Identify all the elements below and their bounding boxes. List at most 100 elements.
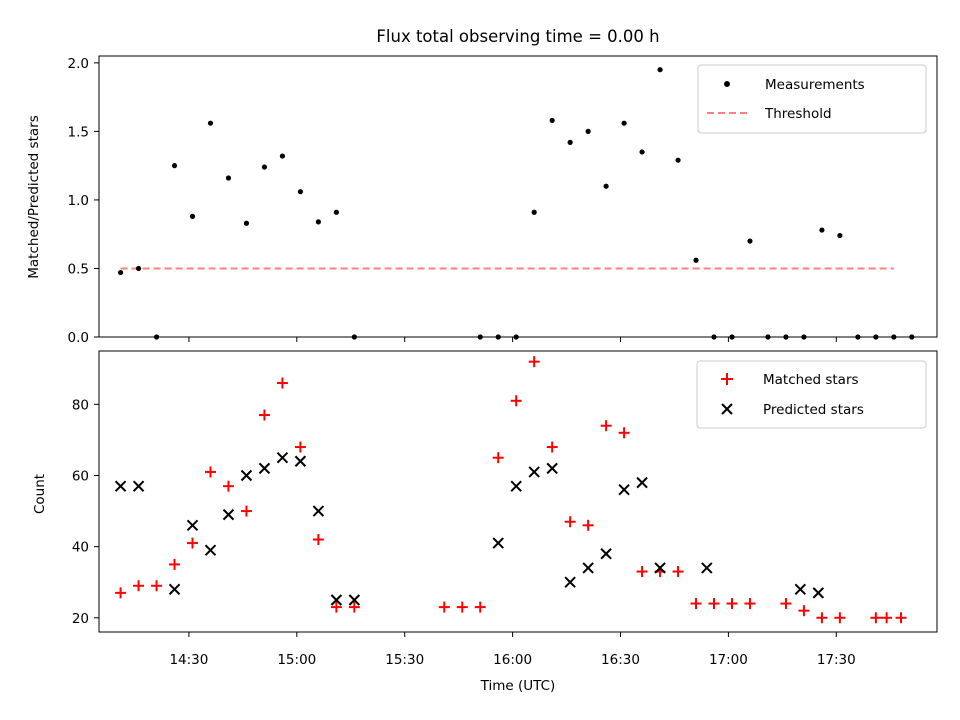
top-legend: Measurements Threshold bbox=[697, 64, 927, 134]
matched-star-point bbox=[870, 612, 882, 624]
bottom-legend: Matched stars Predicted stars bbox=[696, 360, 927, 429]
bottom-y-ticks: 20 40 60 80 bbox=[72, 397, 99, 627]
matched-star-point bbox=[474, 601, 486, 613]
top-legend-box bbox=[697, 64, 927, 134]
legend-threshold-label: Threshold bbox=[764, 106, 832, 122]
matched-star-point bbox=[312, 534, 324, 546]
matched-star-point bbox=[294, 441, 306, 453]
bottom-x-tick-label: 16:30 bbox=[601, 652, 640, 668]
bottom-x-tick-label: 17:00 bbox=[709, 652, 748, 668]
predicted-star-point bbox=[654, 562, 666, 574]
predicted-star-point bbox=[582, 562, 594, 574]
matched-star-point bbox=[636, 566, 648, 578]
measurement-point bbox=[171, 163, 178, 169]
predicted-star-point bbox=[618, 484, 630, 496]
bottom-y-tick-label: 20 bbox=[72, 611, 89, 627]
predicted-star-point bbox=[794, 583, 807, 596]
bottom-y-tick-label: 40 bbox=[72, 540, 89, 556]
matched-star-point bbox=[204, 466, 216, 478]
matched-star-point bbox=[798, 605, 810, 617]
matched-star-point bbox=[330, 601, 342, 613]
measurement-point bbox=[279, 153, 286, 159]
matched-star-point bbox=[456, 601, 468, 613]
legend-predicted-label: Predicted stars bbox=[763, 402, 864, 418]
predicted-star-point bbox=[348, 594, 361, 606]
measurement-point bbox=[297, 189, 304, 195]
measurement-point bbox=[225, 175, 232, 181]
matched-star-point bbox=[708, 598, 720, 610]
legend-measurements-marker bbox=[724, 81, 730, 87]
matched-star-point bbox=[528, 356, 540, 368]
bottom-x-ticks: 14:30 15:00 15:30 16:00 16:30 17:00 17:30 bbox=[169, 632, 856, 668]
matched-star-point bbox=[438, 601, 450, 613]
measurement-point bbox=[837, 232, 843, 239]
matched-star-point bbox=[187, 537, 199, 549]
measurement-point bbox=[531, 209, 537, 215]
matched-star-point bbox=[258, 409, 270, 421]
bottom-x-tick-label: 14:30 bbox=[169, 652, 208, 668]
predicted-star-point bbox=[240, 469, 253, 482]
matched-star-point bbox=[600, 420, 612, 432]
matched-star-point bbox=[618, 427, 630, 439]
bottom-x-tick-label: 16:00 bbox=[493, 652, 532, 668]
predicted-star-point bbox=[330, 594, 343, 606]
measurement-point bbox=[207, 120, 214, 126]
bottom-x-tick-label: 15:00 bbox=[277, 652, 316, 668]
predicted-star-point bbox=[186, 519, 199, 531]
bottom-y-tick-label: 80 bbox=[72, 397, 89, 413]
measurement-point bbox=[693, 257, 699, 263]
bottom-legend-box bbox=[696, 360, 927, 429]
measurement-point bbox=[333, 209, 339, 215]
top-y-tick-label: 0.0 bbox=[68, 330, 89, 346]
predicted-star-point bbox=[258, 462, 271, 475]
measurement-point bbox=[747, 238, 753, 244]
matched-star-point bbox=[546, 441, 558, 453]
top-y-tick-label: 1.0 bbox=[68, 193, 89, 209]
top-y-axis-label: Matched/Predicted stars bbox=[26, 115, 42, 278]
matched-star-point bbox=[492, 452, 504, 464]
top-panel: Flux total observing time = 0.00 h Match… bbox=[26, 27, 938, 346]
top-y-tick-label: 0.5 bbox=[68, 261, 89, 277]
top-y-ticks: 0.0 0.5 1.0 1.5 2.0 bbox=[68, 56, 99, 346]
predicted-star-point bbox=[546, 462, 558, 475]
top-y-tick-label: 2.0 bbox=[68, 56, 89, 72]
matched-star-point bbox=[881, 612, 893, 624]
measurement-point bbox=[243, 220, 250, 226]
matched-star-point bbox=[582, 519, 594, 531]
top-plot-marks bbox=[117, 67, 915, 340]
top-chart-title: Flux total observing time = 0.00 h bbox=[376, 27, 659, 46]
measurement-point bbox=[657, 67, 663, 73]
matched-star-point bbox=[672, 566, 684, 578]
matched-star-point bbox=[222, 480, 234, 492]
legend-predicted-marker bbox=[721, 403, 733, 415]
measurement-point bbox=[603, 183, 609, 189]
measurement-point bbox=[621, 120, 627, 126]
predicted-star-point bbox=[492, 537, 504, 549]
top-plot-frame bbox=[98, 55, 938, 338]
measurement-point bbox=[549, 117, 555, 124]
legend-measurements-label: Measurements bbox=[765, 77, 865, 93]
matched-star-point bbox=[151, 580, 163, 592]
predicted-star-point bbox=[812, 587, 825, 599]
matched-star-point bbox=[240, 505, 252, 517]
predicted-star-point bbox=[294, 455, 307, 467]
legend-matched-marker bbox=[721, 373, 733, 385]
predicted-star-point bbox=[528, 466, 540, 478]
matched-star-point bbox=[690, 598, 702, 610]
measurement-point bbox=[567, 139, 573, 145]
bottom-y-tick-label: 60 bbox=[72, 468, 89, 484]
bottom-x-axis-label: Time (UTC) bbox=[480, 678, 556, 694]
predicted-star-point bbox=[701, 562, 713, 574]
measurement-point bbox=[315, 219, 321, 225]
predicted-star-point bbox=[132, 480, 145, 492]
matched-star-point bbox=[276, 377, 288, 389]
predicted-star-point bbox=[114, 480, 127, 492]
measurement-point bbox=[261, 164, 268, 170]
matched-star-point bbox=[510, 395, 522, 407]
measurement-point bbox=[639, 149, 645, 155]
matched-star-point bbox=[895, 612, 907, 624]
top-y-tick-label: 1.5 bbox=[68, 124, 89, 140]
matched-star-point bbox=[115, 587, 127, 599]
predicted-star-point bbox=[636, 476, 648, 489]
